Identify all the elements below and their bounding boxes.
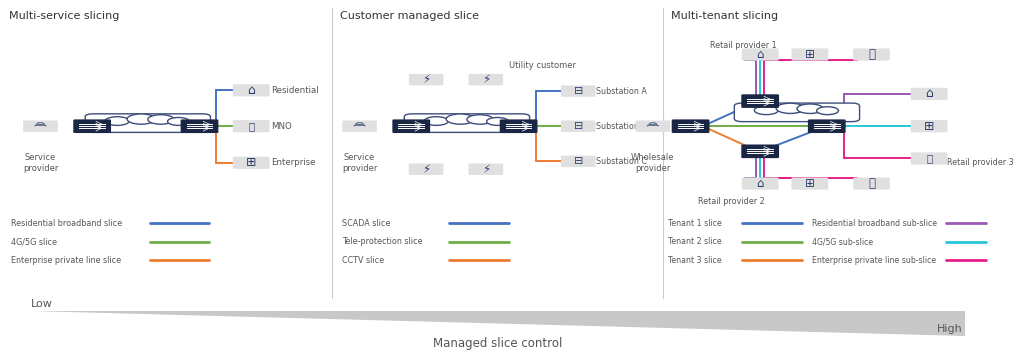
Text: Substation A: Substation A — [596, 86, 647, 95]
FancyBboxPatch shape — [409, 163, 443, 175]
FancyBboxPatch shape — [561, 156, 596, 167]
Text: ⌂: ⌂ — [247, 84, 255, 97]
FancyBboxPatch shape — [672, 120, 710, 133]
Text: Retail provider 1: Retail provider 1 — [711, 41, 777, 50]
FancyBboxPatch shape — [74, 120, 111, 133]
FancyBboxPatch shape — [409, 74, 443, 85]
Text: Tele-protection slice: Tele-protection slice — [342, 237, 422, 246]
Text: 🔊: 🔊 — [248, 121, 254, 131]
Circle shape — [424, 117, 449, 125]
Text: Managed slice control: Managed slice control — [433, 337, 562, 350]
FancyBboxPatch shape — [392, 120, 430, 133]
Text: Substation B: Substation B — [596, 122, 647, 131]
FancyBboxPatch shape — [469, 74, 503, 85]
Text: 4G/5G slice: 4G/5G slice — [10, 237, 56, 246]
Text: ⊟: ⊟ — [573, 156, 583, 166]
FancyBboxPatch shape — [561, 85, 596, 97]
Text: CCTV slice: CCTV slice — [342, 256, 384, 265]
Text: ⊟: ⊟ — [573, 121, 583, 131]
Text: ⚡: ⚡ — [422, 163, 430, 176]
FancyBboxPatch shape — [85, 114, 211, 132]
FancyBboxPatch shape — [792, 48, 828, 60]
FancyBboxPatch shape — [24, 121, 57, 132]
Circle shape — [486, 117, 509, 125]
FancyBboxPatch shape — [741, 48, 778, 60]
FancyBboxPatch shape — [741, 94, 779, 108]
Text: Utility customer: Utility customer — [509, 61, 575, 70]
FancyBboxPatch shape — [910, 88, 947, 100]
FancyBboxPatch shape — [469, 163, 503, 175]
Circle shape — [649, 123, 656, 125]
Text: Wholesale
provider: Wholesale provider — [631, 153, 675, 172]
Text: High: High — [937, 324, 963, 334]
Text: MNO: MNO — [271, 122, 292, 131]
Circle shape — [105, 117, 129, 125]
Text: ⌂: ⌂ — [926, 87, 933, 100]
Circle shape — [37, 123, 44, 125]
Circle shape — [168, 117, 189, 125]
Text: Service
provider: Service provider — [23, 153, 58, 172]
Circle shape — [127, 114, 156, 124]
Text: ⊞: ⊞ — [805, 48, 815, 61]
FancyBboxPatch shape — [404, 114, 529, 132]
Text: ⌂: ⌂ — [757, 48, 764, 61]
Text: ⚡: ⚡ — [481, 163, 489, 176]
Text: 4G/5G sub-slice: 4G/5G sub-slice — [812, 237, 873, 246]
FancyBboxPatch shape — [342, 121, 377, 132]
Text: 🔊: 🔊 — [868, 177, 874, 190]
Circle shape — [446, 114, 474, 124]
FancyBboxPatch shape — [232, 120, 269, 132]
Text: Customer managed slice: Customer managed slice — [340, 12, 478, 22]
Text: Multi-tenant slicing: Multi-tenant slicing — [671, 12, 778, 22]
Circle shape — [816, 107, 839, 114]
Text: ⚡: ⚡ — [481, 73, 489, 86]
FancyBboxPatch shape — [808, 120, 846, 133]
Text: Service
provider: Service provider — [342, 153, 377, 172]
Text: Retail provider 3: Retail provider 3 — [947, 158, 1014, 167]
Text: 🔊: 🔊 — [926, 153, 932, 163]
Circle shape — [467, 115, 494, 124]
Text: Tenant 1 slice: Tenant 1 slice — [668, 219, 722, 228]
Text: Retail provider 2: Retail provider 2 — [697, 197, 764, 206]
Text: Residential: Residential — [271, 86, 318, 95]
Text: Enterprise: Enterprise — [271, 158, 315, 167]
Circle shape — [356, 123, 364, 125]
FancyBboxPatch shape — [853, 177, 890, 190]
Text: SCADA slice: SCADA slice — [342, 219, 390, 228]
Text: ⌂: ⌂ — [757, 177, 764, 190]
FancyBboxPatch shape — [853, 48, 890, 60]
Text: 🔊: 🔊 — [868, 48, 874, 61]
Text: ⊟: ⊟ — [573, 86, 583, 96]
Text: ⚡: ⚡ — [422, 73, 430, 86]
Circle shape — [797, 104, 823, 113]
Circle shape — [776, 103, 805, 113]
FancyBboxPatch shape — [180, 120, 218, 133]
FancyBboxPatch shape — [741, 177, 778, 190]
FancyBboxPatch shape — [910, 120, 947, 132]
Text: Substation C: Substation C — [596, 157, 647, 166]
Text: Enterprise private line slice: Enterprise private line slice — [10, 256, 121, 265]
FancyBboxPatch shape — [232, 84, 269, 96]
FancyBboxPatch shape — [232, 157, 269, 169]
FancyBboxPatch shape — [792, 177, 828, 190]
Text: Low: Low — [31, 299, 52, 309]
Circle shape — [147, 115, 174, 124]
Circle shape — [755, 106, 778, 114]
Text: ⊞: ⊞ — [246, 156, 256, 169]
FancyBboxPatch shape — [561, 121, 596, 132]
Text: Multi-service slicing: Multi-service slicing — [8, 12, 119, 22]
FancyBboxPatch shape — [636, 121, 670, 132]
Text: Enterprise private line sub-slice: Enterprise private line sub-slice — [812, 256, 936, 265]
FancyBboxPatch shape — [910, 152, 947, 165]
Text: Residential broadband slice: Residential broadband slice — [10, 219, 122, 228]
Text: Residential broadband sub-slice: Residential broadband sub-slice — [812, 219, 937, 228]
FancyBboxPatch shape — [734, 103, 859, 122]
Text: Tenant 3 slice: Tenant 3 slice — [668, 256, 721, 265]
Polygon shape — [31, 311, 965, 336]
Text: ⊞: ⊞ — [805, 177, 815, 190]
FancyBboxPatch shape — [741, 144, 779, 158]
Text: ⊞: ⊞ — [924, 120, 935, 133]
FancyBboxPatch shape — [500, 120, 538, 133]
Text: Tenant 2 slice: Tenant 2 slice — [668, 237, 721, 246]
